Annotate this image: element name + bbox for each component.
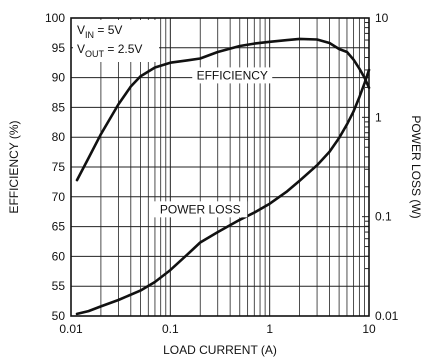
y-tick-label: 70 xyxy=(52,190,66,204)
y-tick-label: 100 xyxy=(45,11,65,25)
efficiency-label-bg xyxy=(192,67,273,84)
y2-axis-title: POWER LOSS (W) xyxy=(409,115,423,218)
y-tick-label: 60 xyxy=(52,249,66,263)
series-layer xyxy=(75,37,371,316)
y-tick-label: 55 xyxy=(52,279,66,293)
y2-tick-label: 0.1 xyxy=(375,210,392,224)
y2-tick-label: 10 xyxy=(375,11,389,25)
condition-label: VIN = 5V xyxy=(77,23,122,40)
condition-label: VOUT = 2.5V xyxy=(77,42,142,59)
y-tick-label: 85 xyxy=(52,100,66,114)
y2-tick-label: 0.01 xyxy=(375,309,399,323)
series-line-efficiency xyxy=(75,37,371,182)
x-tick-label: 1 xyxy=(266,322,273,336)
y-tick-label: 95 xyxy=(52,41,66,55)
y-tick-label: 65 xyxy=(52,220,66,234)
y2-tick-label: 1 xyxy=(375,110,382,124)
conditions-box xyxy=(73,20,159,62)
x-tick-label: 10 xyxy=(362,322,376,336)
x-tick-label: 0.1 xyxy=(162,322,179,336)
efficiency-annotation: EFFICIENCY xyxy=(197,68,268,82)
series-line-power-loss xyxy=(75,68,371,316)
y-tick-label: 75 xyxy=(52,160,66,174)
y-tick-label: 80 xyxy=(52,130,66,144)
x-tick-label: 0.01 xyxy=(59,322,83,336)
grid xyxy=(71,18,369,316)
y-tick-label: 90 xyxy=(52,71,66,85)
power-loss-annotation: POWER LOSS xyxy=(160,202,241,216)
power-loss-label-bg xyxy=(153,201,248,218)
x-axis-title: LOAD CURRENT (A) xyxy=(163,343,277,357)
y-tick-label: 50 xyxy=(52,309,66,323)
plot-frame xyxy=(70,17,370,317)
y-axis-title: EFFICIENCY (%) xyxy=(7,120,21,213)
annotations: VIN = 5V VOUT = 2.5V EFFICIENCY POWER LOSS xyxy=(73,20,273,218)
